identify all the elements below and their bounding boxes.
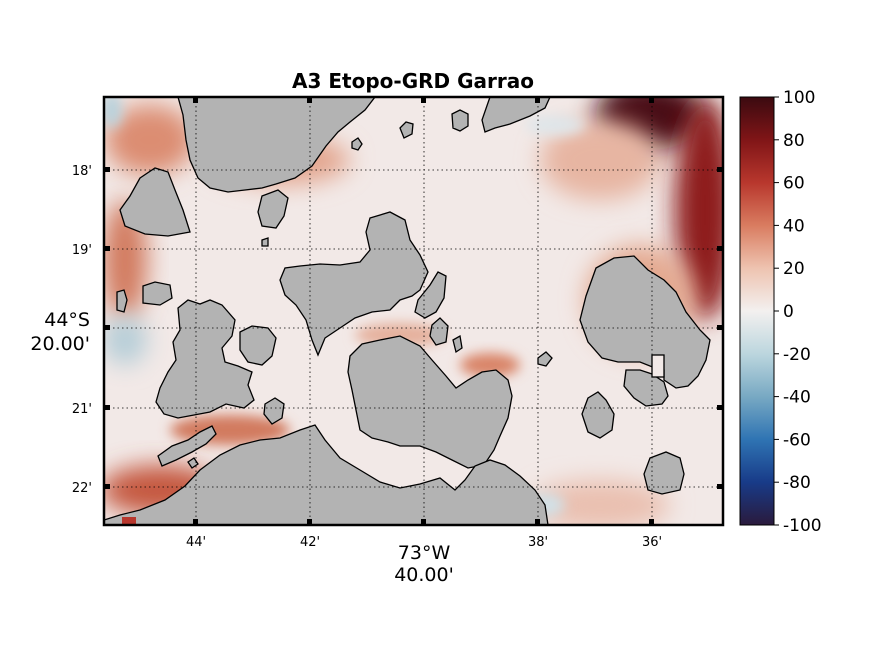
island xyxy=(643,451,685,495)
inlet xyxy=(651,354,665,378)
y-center-label-deg: 44°S xyxy=(44,309,90,331)
island xyxy=(142,281,173,306)
warm-patch xyxy=(105,105,195,175)
x-tick-label: 38' xyxy=(528,535,548,550)
colorbar-tick-label: -40 xyxy=(783,388,811,408)
island-east xyxy=(579,255,711,389)
cool-patch xyxy=(525,115,585,135)
y-center-label-min: 20.00' xyxy=(30,333,90,355)
warm-patch xyxy=(675,100,723,320)
island xyxy=(429,317,449,346)
island xyxy=(581,391,615,439)
cool-patch xyxy=(104,315,147,365)
island xyxy=(452,334,463,354)
colorbar-tick-label: 0 xyxy=(783,302,794,322)
island xyxy=(119,167,191,237)
cool-patch xyxy=(104,97,122,128)
land-mass-south xyxy=(104,424,549,525)
x-center-label-min: 40.00' xyxy=(394,564,454,586)
map-area xyxy=(104,97,723,525)
y-tick-label: 18' xyxy=(72,164,92,179)
colorbar-tick-label: -60 xyxy=(783,430,811,450)
island xyxy=(261,237,269,247)
y-tick-label: 19' xyxy=(72,243,92,258)
colorbar-tick-label: -20 xyxy=(783,345,811,365)
colorbar-ticks: 100 80 60 40 20 0 -20 -40 -60 -80 -100 xyxy=(774,88,822,536)
colorbar-tick-label: -80 xyxy=(783,473,811,493)
x-center-label-deg: 73°W xyxy=(398,542,451,564)
island xyxy=(116,289,128,313)
island xyxy=(623,369,669,407)
land-mass-north xyxy=(177,97,376,193)
colorbar-tick-label: 60 xyxy=(783,174,805,194)
y-tick-label: 22' xyxy=(72,481,92,496)
tick-marks xyxy=(104,97,723,525)
island xyxy=(414,271,447,319)
grid xyxy=(104,97,723,525)
x-tick-label: 36' xyxy=(642,535,662,550)
y-tick-label: 21' xyxy=(72,402,92,417)
island xyxy=(239,325,277,366)
colorbar-tick-label: 100 xyxy=(783,88,815,108)
warm-patch xyxy=(530,480,670,525)
colorbar-tick-label: 20 xyxy=(783,259,805,279)
warm-patch xyxy=(460,353,520,377)
y-tick-labels: 18' 19' 21' 22' xyxy=(72,164,92,496)
colorbar-tick-label: 80 xyxy=(783,131,805,151)
axes-frame xyxy=(102,95,725,527)
warm-patch xyxy=(540,120,660,200)
island xyxy=(187,457,199,469)
x-tick-labels: 44' 42' 38' 36' xyxy=(186,535,662,550)
x-tick-label: 42' xyxy=(300,535,320,550)
land xyxy=(104,97,711,525)
island xyxy=(157,425,217,467)
island-west xyxy=(155,299,255,419)
colorbar-tick-label: 40 xyxy=(783,216,805,236)
warm-spot xyxy=(122,517,136,525)
x-tick-label: 44' xyxy=(186,535,206,550)
land-mass-ne xyxy=(481,97,551,133)
island xyxy=(263,397,285,425)
colorbar xyxy=(739,96,775,526)
island xyxy=(351,137,363,151)
island xyxy=(399,121,414,139)
chart-title: A3 Etopo-GRD Garrao xyxy=(292,69,534,93)
island xyxy=(451,109,469,132)
colorbar-tick-label: -100 xyxy=(783,516,822,536)
island-south xyxy=(347,335,513,469)
island xyxy=(257,189,289,229)
